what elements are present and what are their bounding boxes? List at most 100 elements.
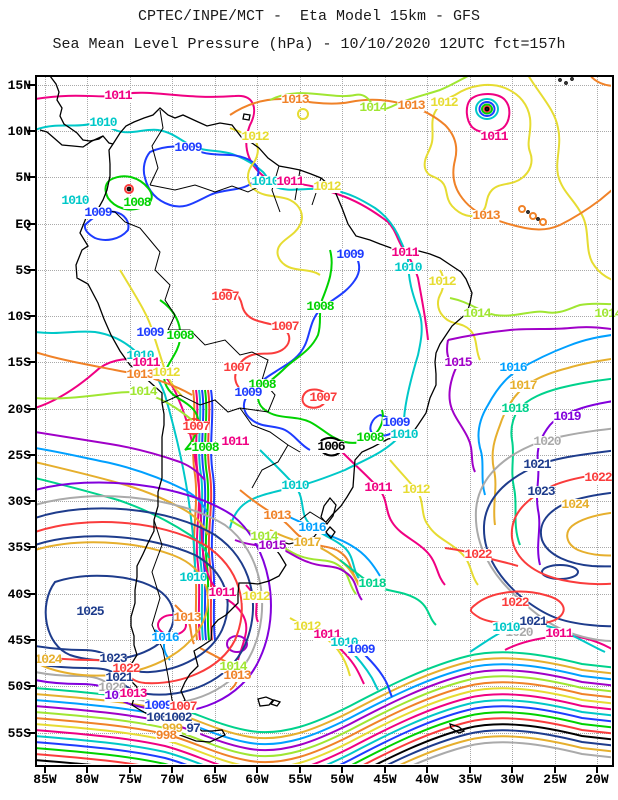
isobar-label: 1002 (164, 710, 193, 725)
isobar-label: 1012 (242, 589, 271, 604)
lat-label: 45S (7, 633, 31, 648)
lon-tick (214, 765, 216, 773)
isobar-label: 1007 (182, 419, 211, 434)
grid-parallel (36, 594, 611, 595)
isobar-label: 1015 (444, 355, 473, 370)
isobar-label: 1007 (223, 360, 252, 375)
lon-label: 80W (75, 772, 99, 787)
map-frame (35, 75, 614, 767)
isobar-label: 1010 (394, 260, 423, 275)
lat-label: 30S (7, 494, 31, 509)
isobar-label: 1011 (545, 626, 574, 641)
grid-parallel (36, 316, 611, 317)
isobar-label: 1012 (313, 179, 342, 194)
isobar-label: 1011 (276, 174, 305, 189)
grid-meridian (257, 76, 258, 764)
page-title: CPTEC/INPE/MCT - Eta Model 15km - GFS (137, 8, 481, 25)
lon-label: 40W (415, 772, 439, 787)
isobar-label: 1013 (263, 508, 292, 523)
grid-parallel (36, 270, 611, 271)
isobar-label: 1007 (211, 289, 240, 304)
isobar-label: 1008 (306, 299, 335, 314)
isobar-label: 1016 (151, 630, 180, 645)
grid-parallel (36, 455, 611, 456)
grid-meridian (215, 76, 216, 764)
isobar-label: 1009 (382, 415, 411, 430)
lon-tick (426, 765, 428, 773)
lon-tick (554, 765, 556, 773)
grid-parallel (36, 224, 611, 225)
isobar-label: 1024 (561, 497, 590, 512)
grid-parallel (36, 177, 611, 178)
lon-label: 70W (160, 772, 184, 787)
lon-tick (299, 765, 301, 773)
lat-tick (27, 732, 35, 734)
isobar-label: 1011 (104, 88, 133, 103)
lat-label: 10S (7, 309, 31, 324)
isobar-label: 1021 (523, 457, 552, 472)
isobar-label: 1009 (84, 205, 113, 220)
isobar-label: 1018 (501, 401, 530, 416)
isobar-label: 1010 (251, 174, 280, 189)
lon-tick (44, 765, 46, 773)
isobar-label: 1011 (364, 480, 393, 495)
isobar-label: 1021 (519, 614, 548, 629)
grid-meridian (130, 76, 131, 764)
isobar-label: 1009 (347, 642, 376, 657)
isobar-label: 1008 (356, 430, 385, 445)
lon-tick (129, 765, 131, 773)
isobar-label: 1010 (492, 620, 521, 635)
lat-tick (27, 593, 35, 595)
isobar-label: 1013 (173, 610, 202, 625)
grid-meridian (470, 76, 471, 764)
grid-parallel (36, 501, 611, 502)
isobar-label: 1017 (293, 535, 322, 550)
isobar-label: 1020 (533, 434, 562, 449)
page-subtitle: Sea Mean Level Pressure (hPa) - 10/10/20… (52, 36, 566, 53)
lon-label: 60W (245, 772, 269, 787)
isobar-1024 (36, 511, 611, 677)
isobar-label: 1015 (258, 538, 287, 553)
isobar-label: 1011 (208, 585, 237, 600)
isobar-label: 1012 (428, 274, 457, 289)
grid-meridian (597, 76, 598, 764)
isobar-label: 1008 (123, 195, 152, 210)
lon-label: 20W (585, 772, 609, 787)
isobar-label: 1008 (166, 328, 195, 343)
grid-meridian (342, 76, 343, 764)
lat-label: 35S (7, 540, 31, 555)
lon-tick (511, 765, 513, 773)
lon-label: 35W (458, 772, 482, 787)
lon-tick (86, 765, 88, 773)
lon-label: 50W (330, 772, 354, 787)
lat-tick (27, 315, 35, 317)
lat-label: 25S (7, 448, 31, 463)
lat-tick (27, 269, 35, 271)
lat-tick (27, 84, 35, 86)
grid-meridian (87, 76, 88, 764)
isobar-label: 1009 (144, 698, 173, 713)
isobar-label: 1011 (480, 129, 509, 144)
lat-label: 55S (7, 726, 31, 741)
isobar-label: 1010 (281, 478, 310, 493)
isobar-label: 1007 (309, 390, 338, 405)
lon-tick (171, 765, 173, 773)
isobar-label: 1022 (584, 470, 613, 485)
lon-label: 75W (118, 772, 142, 787)
lat-tick (27, 454, 35, 456)
isobar-label: 1009 (336, 247, 365, 262)
isobar-label: 1010 (61, 193, 90, 208)
grid-parallel (36, 409, 611, 410)
isobar-label: 1014 (129, 384, 158, 399)
grid-parallel (36, 547, 611, 548)
isobar-label: 1024 (34, 652, 63, 667)
isobar-1022 (36, 471, 611, 685)
isobar-label: 1013 (281, 92, 310, 107)
isobar-label: 1007 (271, 319, 300, 334)
isobar-label: 1007 (169, 699, 198, 714)
lon-label: 45W (373, 772, 397, 787)
lat-label: 15S (7, 355, 31, 370)
lon-tick (256, 765, 258, 773)
lon-label: 85W (33, 772, 57, 787)
lat-tick (27, 223, 35, 225)
